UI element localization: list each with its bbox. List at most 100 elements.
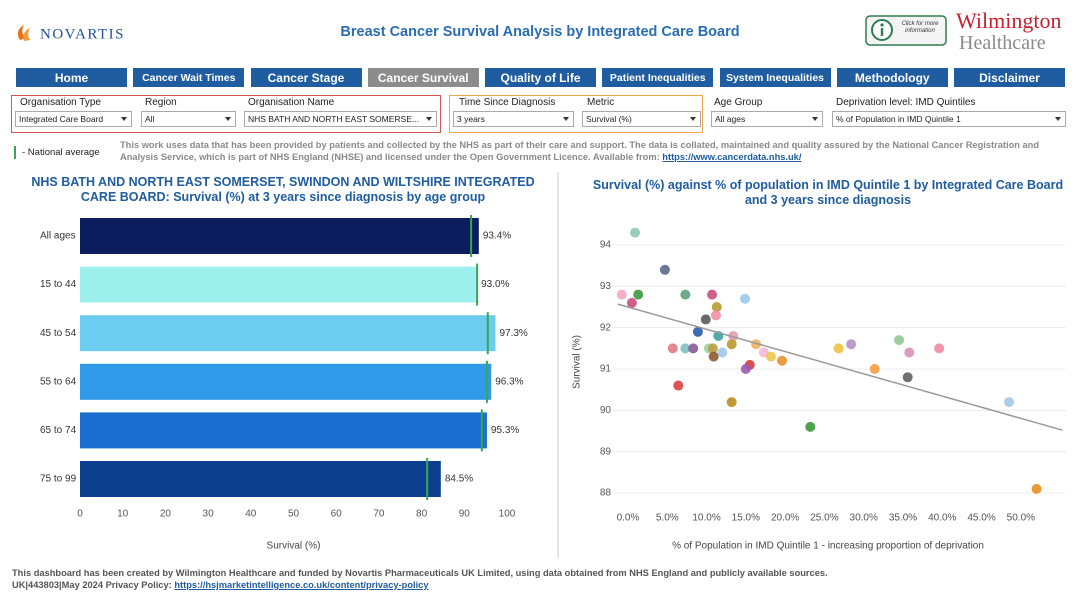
- privacy-link[interactable]: https://hsjmarketintelligence.co.uk/cont…: [174, 580, 429, 590]
- value-label: 96.3%: [495, 376, 523, 387]
- filter-dropdown[interactable]: NHS BATH AND NORTH EAST SOMERSE...: [244, 111, 437, 127]
- filter-label: Age Group: [714, 97, 763, 108]
- nav-button[interactable]: Cancer Survival: [367, 68, 479, 87]
- bar: [80, 315, 496, 352]
- dashboard-title: Breast Cancer Survival Analysis by Integ…: [340, 24, 740, 40]
- scatter-point: [630, 227, 641, 238]
- y-tick-label: 92: [600, 322, 612, 333]
- x-tick-label: 10.0%: [692, 513, 720, 524]
- nav-button[interactable]: System Inequalities: [719, 68, 831, 87]
- x-axis-title: Survival (%): [267, 541, 321, 552]
- x-tick-label: 20.0%: [771, 513, 799, 524]
- filter-value: All: [145, 114, 155, 124]
- x-tick-label: 60: [331, 509, 343, 520]
- x-tick-label: 90: [459, 509, 471, 520]
- scatter-point: [751, 339, 762, 350]
- y-tick-label: 91: [600, 364, 612, 375]
- scatter-point: [904, 347, 915, 358]
- filter-dropdown[interactable]: All: [141, 111, 236, 127]
- filter-dropdown[interactable]: All ages: [711, 111, 823, 127]
- scatter-point: [673, 380, 684, 391]
- scatter-point: [711, 302, 722, 313]
- x-tick-label: 100: [499, 509, 516, 520]
- scatter-point: [616, 289, 627, 300]
- x-tick-label: 25.0%: [810, 513, 838, 524]
- source-note: This work uses data that has been provid…: [120, 139, 1065, 163]
- value-label: 97.3%: [499, 328, 527, 339]
- category-label: 65 to 74: [40, 425, 77, 436]
- nav-button[interactable]: Cancer Stage: [250, 68, 362, 87]
- dropdown-arrow: [1055, 117, 1061, 121]
- filter-label: Region: [145, 97, 177, 108]
- bar: [80, 363, 492, 400]
- scatter-point: [710, 310, 721, 321]
- nav-button[interactable]: Patient Inequalities: [602, 68, 714, 87]
- footer-text: UK|443803|May 2024 Privacy Policy:: [12, 580, 172, 590]
- value-label: 93.4%: [483, 231, 511, 242]
- value-label: 95.3%: [491, 425, 519, 436]
- filter-label: Organisation Name: [248, 97, 335, 108]
- x-tick-label: 80: [416, 509, 428, 520]
- x-tick-label: 50.0%: [1007, 513, 1035, 524]
- legend-label: - National average: [22, 147, 100, 158]
- x-tick-label: 5.0%: [656, 513, 679, 524]
- y-tick-label: 90: [600, 405, 612, 416]
- scatter-point: [728, 330, 739, 341]
- y-tick-label: 88: [600, 488, 612, 499]
- info-icon-dot: [880, 23, 884, 27]
- brand-line-2: Healthcare: [959, 32, 1046, 54]
- filter-dropdown[interactable]: % of Population in IMD Quintile 1: [832, 111, 1066, 127]
- trend-line: [617, 303, 1063, 431]
- x-tick-label: 70: [373, 509, 385, 520]
- value-label: 93.0%: [481, 279, 509, 290]
- x-tick-label: 0: [77, 509, 83, 520]
- filter-dropdown[interactable]: 3 years: [453, 111, 574, 127]
- bar-chart-title: NHS BATH AND NORTH EAST SOMERSET, SWINDO…: [31, 175, 535, 204]
- x-tick-label: 45.0%: [967, 513, 995, 524]
- filter-label: Time Since Diagnosis: [459, 97, 556, 108]
- category-label: 45 to 54: [40, 328, 77, 339]
- scatter-point: [902, 372, 913, 383]
- scatter-point: [726, 397, 737, 408]
- y-tick-label: 94: [600, 240, 612, 251]
- x-tick-label: 20: [160, 509, 172, 520]
- category-label: 55 to 64: [40, 376, 77, 387]
- nav-button[interactable]: Methodology: [836, 68, 948, 87]
- filter-group: [11, 95, 441, 133]
- scatter-point: [740, 293, 751, 304]
- filter-label: Metric: [587, 97, 615, 108]
- dropdown-arrow: [121, 117, 127, 121]
- x-tick-label: 50: [288, 509, 300, 520]
- x-tick-label: 30.0%: [850, 513, 878, 524]
- filter-value: Integrated Care Board: [19, 114, 104, 124]
- filter-value: 3 years: [457, 114, 485, 124]
- scatter-point: [846, 339, 857, 350]
- scatter-point: [707, 343, 718, 354]
- x-axis-title: % of Population in IMD Quintile 1 - incr…: [672, 541, 984, 552]
- y-tick-label: 93: [600, 281, 612, 292]
- filter-value: % of Population in IMD Quintile 1: [836, 114, 961, 124]
- scatter-point: [1031, 483, 1042, 494]
- filter-group: [449, 95, 703, 133]
- nav-button[interactable]: Home: [16, 68, 127, 87]
- nav-button[interactable]: Cancer Wait Times: [133, 68, 245, 87]
- filter-dropdown[interactable]: Integrated Care Board: [15, 111, 132, 127]
- info-button-text[interactable]: Click for more information: [901, 21, 939, 34]
- filter-dropdown[interactable]: Survival (%): [582, 111, 701, 127]
- brand-line-1: Wilmington: [956, 8, 1062, 33]
- x-tick-label: 15.0%: [732, 513, 760, 524]
- info-icon-stem: [880, 28, 884, 36]
- scatter-point: [667, 343, 678, 354]
- source-link[interactable]: https://www.cancerdata.nhs.uk/: [662, 152, 802, 162]
- scatter-point: [740, 364, 751, 375]
- scatter-point: [894, 335, 905, 346]
- filter-value: Survival (%): [586, 114, 632, 124]
- nav-button[interactable]: Disclaimer: [954, 68, 1065, 87]
- scatter-point: [692, 326, 703, 337]
- nav-button[interactable]: Quality of Life: [485, 68, 596, 87]
- category-label: 75 to 99: [40, 474, 77, 485]
- x-tick-label: 40.0%: [928, 513, 956, 524]
- filter-label: Organisation Type: [20, 97, 101, 108]
- logo-text: NOVARTIS: [40, 26, 125, 42]
